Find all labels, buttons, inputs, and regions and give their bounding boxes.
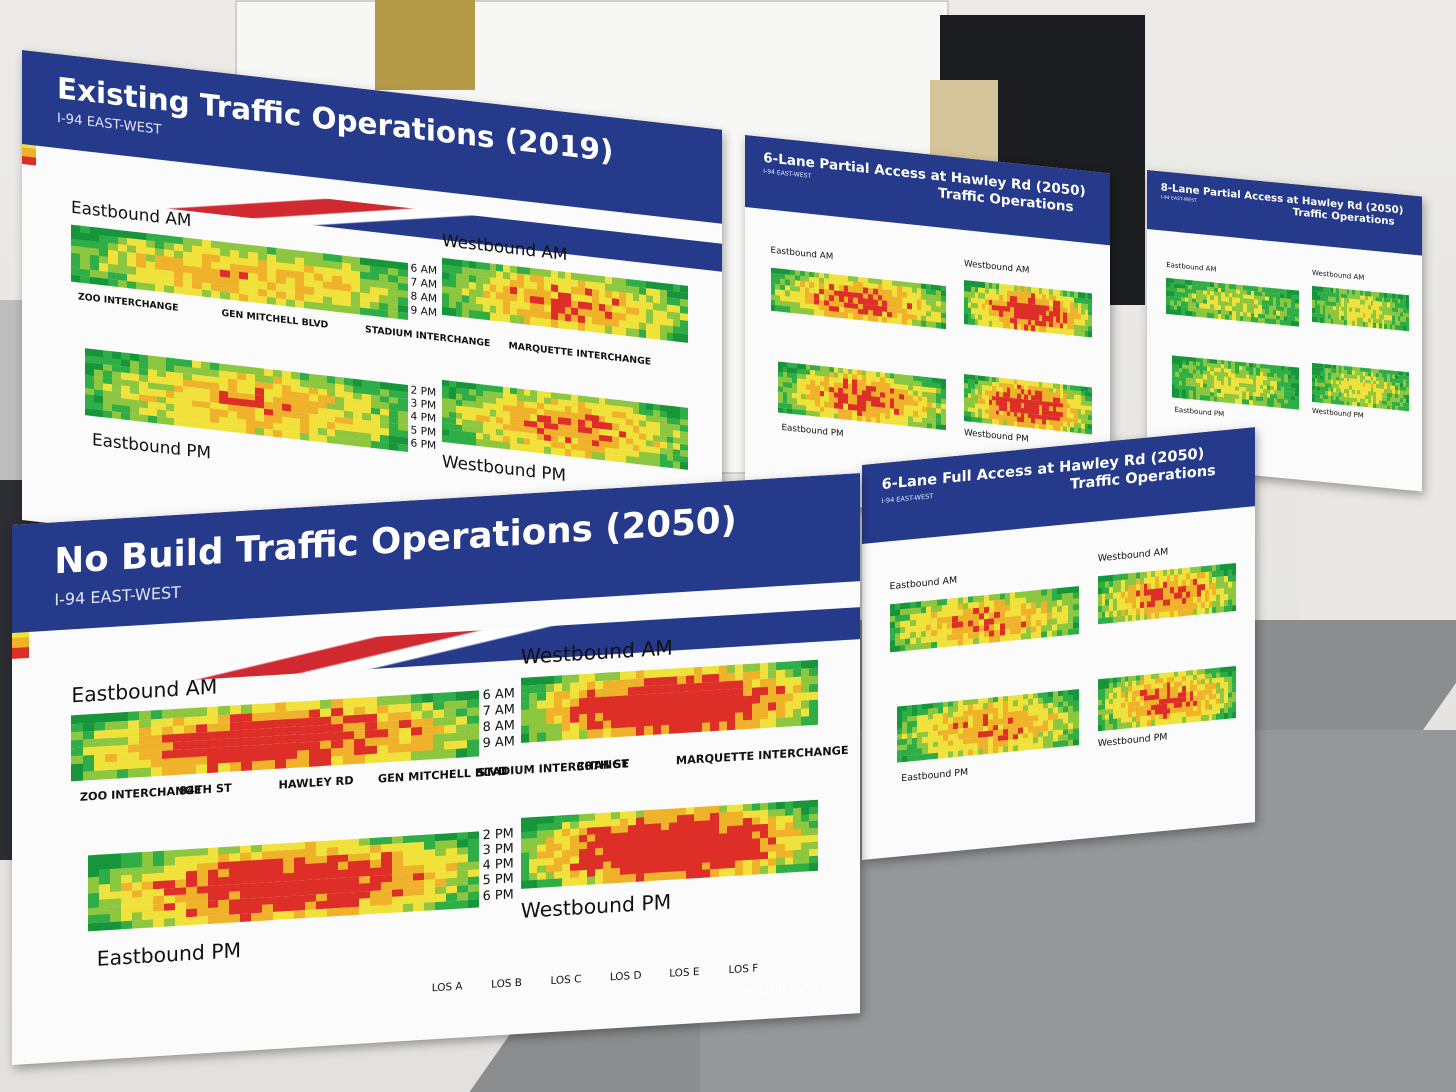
heat-cell <box>1072 627 1079 635</box>
panel-label: Eastbound PM <box>901 766 969 785</box>
heat-cell <box>1073 738 1079 746</box>
panel-label: Eastbound AM <box>889 574 958 592</box>
poster-date: DECEMBER 2021 <box>1378 468 1411 477</box>
panel-label: Eastbound AM <box>1166 260 1217 274</box>
place-label: GEN MITCHELL BLVD <box>221 307 329 331</box>
heat-cell <box>1405 406 1409 412</box>
heat-cell <box>940 322 947 330</box>
heat-cell <box>1294 321 1299 327</box>
panel-label: Eastbound PM <box>92 429 211 463</box>
heat-cell <box>1294 404 1299 410</box>
heat-cell <box>1231 604 1236 612</box>
place-label: ZOO INTERCHANGE <box>78 291 179 314</box>
heat-cell <box>1088 429 1093 435</box>
poster: 6-Lane Full Access at Hawley Rd (2050) Tr… <box>862 427 1255 860</box>
panel-label: Eastbound AM <box>770 245 834 263</box>
time-label: 6 PM <box>410 435 437 452</box>
panel-label: Eastbound PM <box>781 423 844 440</box>
heat-cell <box>1405 326 1409 332</box>
place-label: MARQUETTE INTERCHANGE <box>508 340 652 368</box>
heat-cell <box>397 311 408 321</box>
easel-top <box>375 0 475 90</box>
time-label: 9 AM <box>410 303 438 320</box>
panel-label: Eastbound PM <box>1174 405 1225 419</box>
panel-label: Westbound PM <box>964 428 1029 445</box>
panel-label: Westbound PM <box>1312 407 1364 421</box>
panel-label: Westbound AM <box>964 258 1030 276</box>
place-label: STADIUM INTERCHANGE <box>365 324 491 350</box>
heat-cell <box>398 443 408 452</box>
heat-cell <box>680 334 688 343</box>
heat-cell <box>1088 331 1093 338</box>
heat-cell <box>941 424 947 431</box>
panel-label: Westbound PM <box>442 450 567 485</box>
panel-label: Westbound AM <box>1097 546 1169 564</box>
panel-label: Westbound AM <box>1312 268 1365 282</box>
heat-cell <box>680 461 688 470</box>
